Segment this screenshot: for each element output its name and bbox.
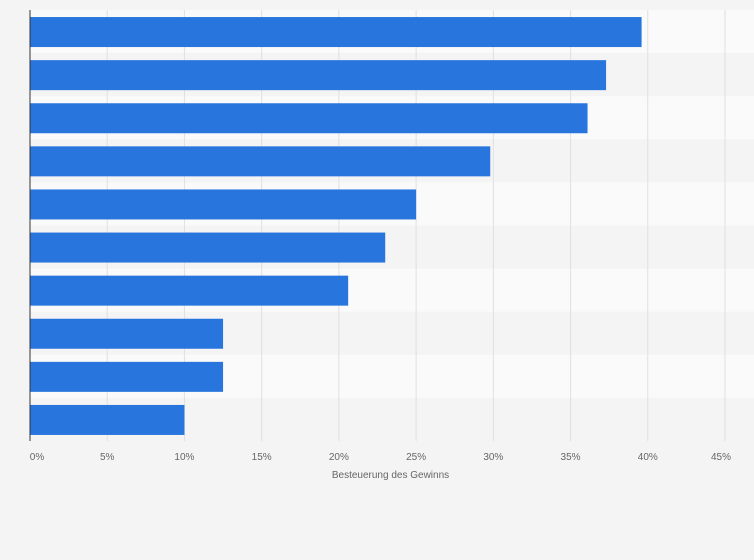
bar <box>30 276 348 306</box>
x-tick-label: 45% <box>711 452 731 463</box>
bar <box>30 146 490 176</box>
bar <box>30 362 223 392</box>
x-tick-label: 5% <box>100 452 115 463</box>
bar <box>30 233 385 263</box>
x-tick-label: 30% <box>483 452 503 463</box>
x-tick-labels: 0% 5% 10% 15% 20% 25% 30% 35% 40% 45% <box>30 452 731 463</box>
bar <box>30 60 606 90</box>
bar <box>30 17 642 47</box>
x-tick-label: 20% <box>329 452 349 463</box>
x-tick-label: 15% <box>252 452 272 463</box>
x-tick-label: 25% <box>406 452 426 463</box>
x-axis-title: Besteuerung des Gewinns <box>332 470 449 481</box>
bar <box>30 103 588 133</box>
bar <box>30 405 184 435</box>
x-tick-label: 0% <box>30 452 45 463</box>
x-tick-label: 10% <box>174 452 194 463</box>
bar <box>30 189 416 219</box>
bar <box>30 319 223 349</box>
x-tick-label: 35% <box>561 452 581 463</box>
x-tick-label: 40% <box>638 452 658 463</box>
